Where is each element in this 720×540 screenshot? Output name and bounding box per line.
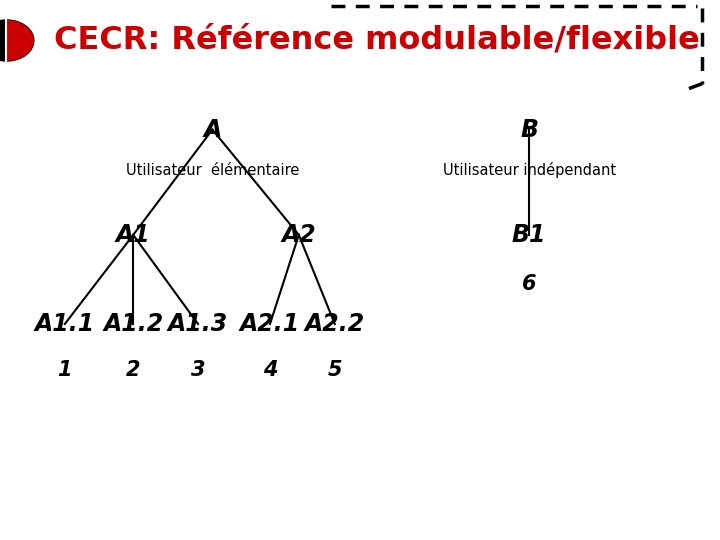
Text: CECR: Référence modulable/flexible: CECR: Référence modulable/flexible xyxy=(54,25,700,56)
Text: Utilisateur indépendant: Utilisateur indépendant xyxy=(443,162,616,178)
Text: A1.1: A1.1 xyxy=(35,312,95,336)
Text: 3: 3 xyxy=(191,360,205,380)
Text: 4: 4 xyxy=(263,360,277,380)
Wedge shape xyxy=(6,20,34,61)
Text: 5: 5 xyxy=(328,360,342,380)
Text: A: A xyxy=(203,118,222,141)
Text: A2.2: A2.2 xyxy=(305,312,365,336)
Circle shape xyxy=(0,20,34,61)
Text: B1: B1 xyxy=(512,223,546,247)
Text: A2: A2 xyxy=(282,223,316,247)
Text: A1.3: A1.3 xyxy=(168,312,228,336)
Text: A1: A1 xyxy=(116,223,150,247)
Text: 6: 6 xyxy=(522,273,536,294)
Text: 2: 2 xyxy=(126,360,140,380)
Text: A1.2: A1.2 xyxy=(103,312,163,336)
Text: Utilisateur  élémentaire: Utilisateur élémentaire xyxy=(126,163,299,178)
Text: 1: 1 xyxy=(58,360,72,380)
Text: B: B xyxy=(521,118,539,141)
Text: A2.1: A2.1 xyxy=(240,312,300,336)
